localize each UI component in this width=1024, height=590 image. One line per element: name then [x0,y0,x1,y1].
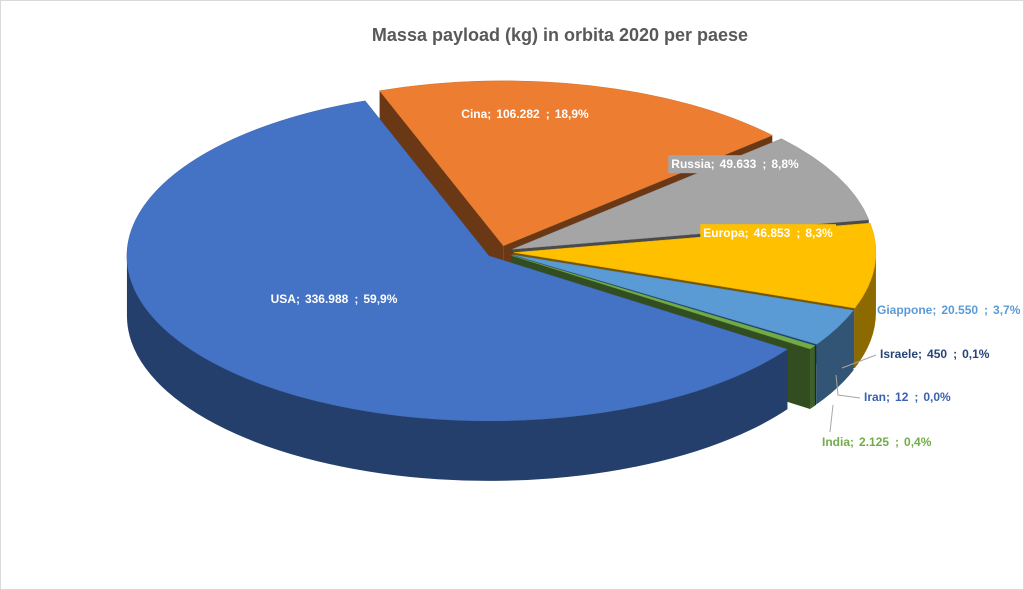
data-label-box [458,105,593,124]
data-label-part: ; [745,226,749,240]
data-label-part: USA [271,292,297,306]
data-label: Israele; 450; 0,1% [880,347,990,361]
data-label-part: 3,7% [993,303,1021,317]
data-label-part: ; [711,157,715,171]
data-label-part: ; [886,390,890,404]
data-label-part: 18,9% [555,107,589,121]
slice-wall [810,345,815,409]
slice [511,255,816,350]
data-label-part: Iran [864,390,886,404]
data-label-part: 106.282 [496,107,540,121]
data-label-part: ; [895,435,899,449]
leader-line [835,374,861,399]
data-label-part: Giappone [877,303,933,317]
data-label-part: ; [914,390,918,404]
data-label-part: 8,3% [805,226,833,240]
data-label-part: 12 [895,390,909,404]
leader-line [841,354,877,369]
data-label-part: Europa [703,226,745,240]
data-label-part: 49.633 [720,157,757,171]
data-label-part: 20.550 [941,303,978,317]
slice-wall [816,310,854,405]
data-label-part: 450 [927,347,947,361]
data-label: India; 2.125; 0,4% [822,435,932,449]
data-label-part: ; [354,292,358,306]
data-label-part: ; [762,157,766,171]
data-label-part: ; [796,226,800,240]
data-label-box [267,290,401,309]
data-label-part: ; [850,435,854,449]
data-label-part: 46.853 [754,226,791,240]
slice-wall [126,255,788,481]
data-label-part: ; [546,107,550,121]
slice [513,222,877,309]
data-label-part: Cina [461,107,487,121]
data-label-part: ; [487,107,491,121]
data-label-part: ; [296,292,300,306]
data-label: USA; 336.988; 59,9% [271,292,398,306]
data-label-part: India [822,435,850,449]
data-label-part: 2.125 [859,435,889,449]
slice-wall [814,344,816,406]
data-label-part: 0,4% [904,435,932,449]
data-label-part: ; [953,347,957,361]
data-label-box [700,224,837,243]
data-label-part: 59,9% [363,292,397,306]
data-label: Iran; 12; 0,0% [864,390,951,404]
data-label: Europa; 46.853; 8,3% [703,226,833,240]
data-label-part: ; [918,347,922,361]
slice [512,254,854,345]
data-label: Giappone; 20.550; 3,7% [877,303,1021,317]
data-label-part: 0,0% [923,390,951,404]
chart-title: Massa payload (kg) in orbita 2020 per pa… [372,25,748,45]
data-label-part: 0,1% [962,347,990,361]
data-label-part: 336.988 [305,292,349,306]
data-label-part: ; [984,303,988,317]
data-label-part: Russia [671,157,711,171]
data-label: Cina; 106.282; 18,9% [461,107,589,121]
data-label-box [668,155,803,174]
data-label-part: Israele [880,347,918,361]
data-label: Russia; 49.633; 8,8% [671,157,799,171]
leader-line [829,404,834,433]
slice [126,100,788,422]
data-label-part: ; [932,303,936,317]
data-label-part: 8,8% [771,157,799,171]
